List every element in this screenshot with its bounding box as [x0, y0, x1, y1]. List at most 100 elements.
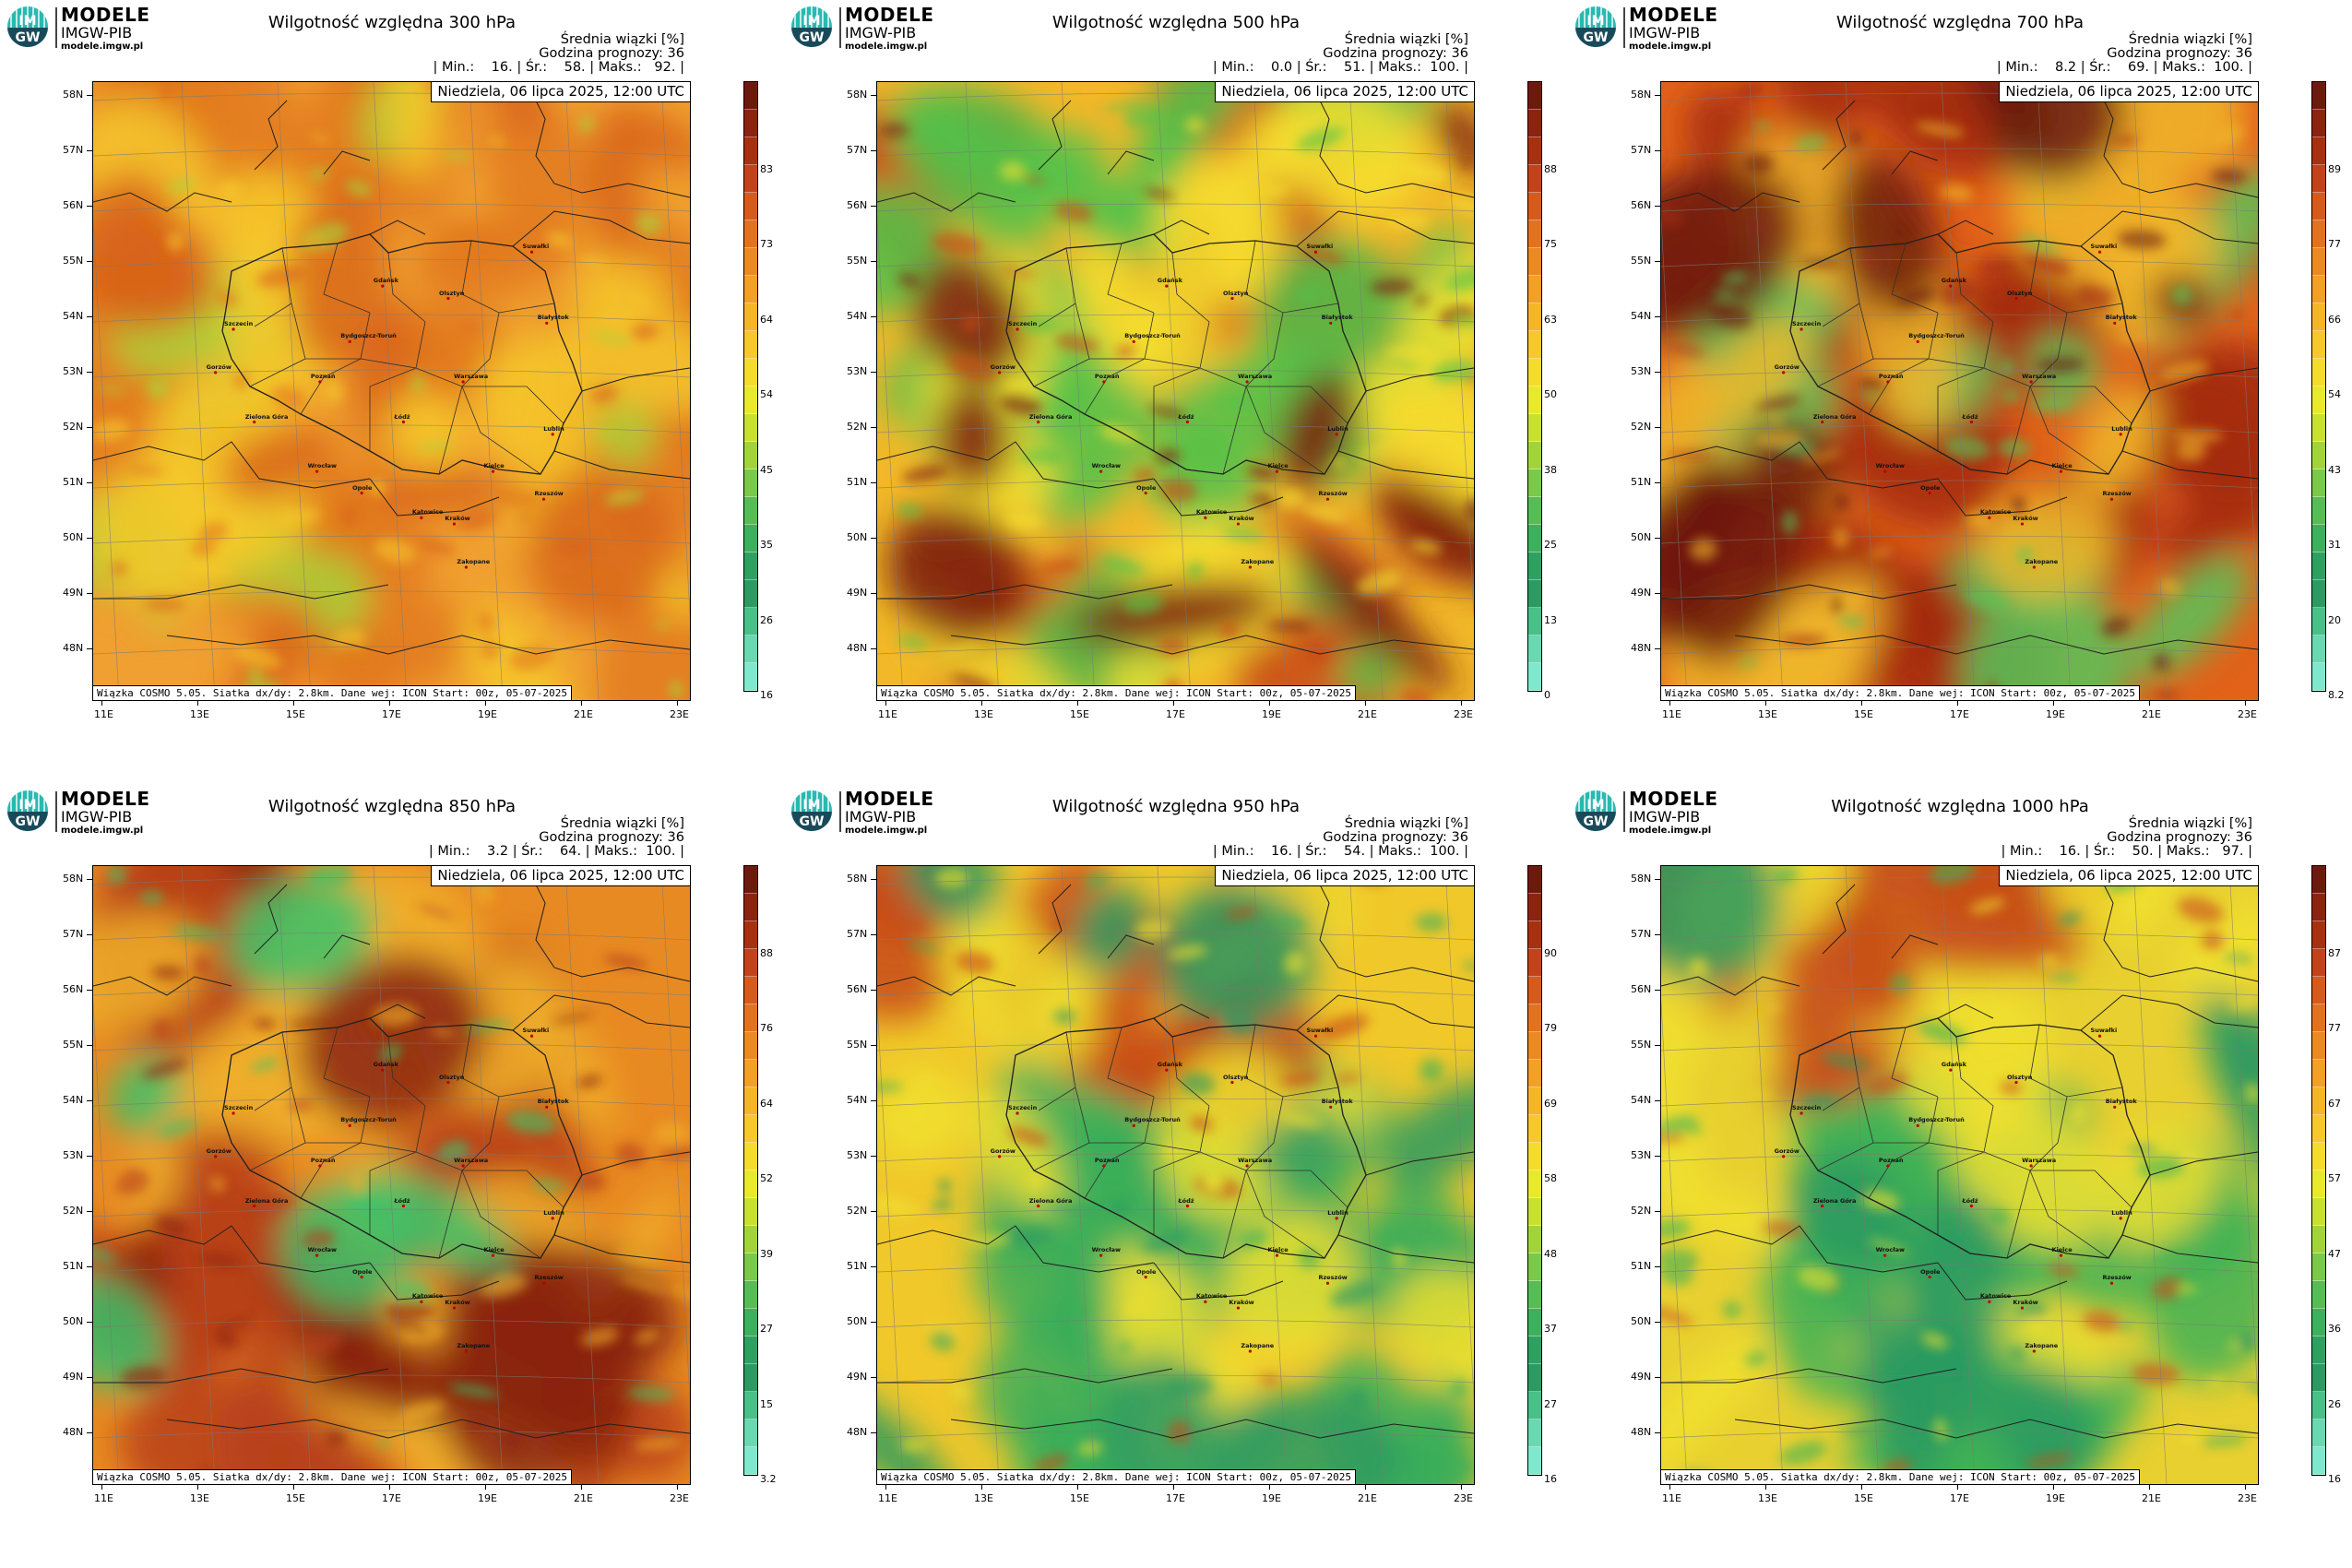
lon-label: 17E [1166, 708, 1185, 720]
humidity-map[interactable]: Gdańsk Olsztyn Suwałki Szczecin Bydgoszcz-To… [1660, 865, 2259, 1485]
city-label: Gorzów [206, 362, 232, 371]
panel-title: Wilgotność względna 700 hPa [1835, 13, 2085, 32]
humidity-map[interactable]: Gdańsk Olsztyn Suwałki Szczecin Bydgoszcz-To… [876, 81, 1475, 701]
city-label: Suwałki [2090, 1027, 2118, 1035]
colorbar-segment [2312, 110, 2325, 137]
lat-tick [87, 879, 92, 880]
lat-tick [87, 1211, 92, 1212]
svg-text:GW: GW [1584, 814, 1609, 829]
colorbar-segment [2312, 1226, 2325, 1253]
colorbar-tick: 16 [2328, 1473, 2341, 1485]
lat-label: 54N [63, 310, 84, 322]
city-label: Białystok [1321, 314, 1353, 322]
panel-title: Wilgotność względna 300 hPa [267, 13, 517, 32]
colorbar-segment [744, 580, 757, 608]
colorbar-segment [1528, 977, 1541, 1004]
colorbar-segment [1528, 663, 1541, 691]
lon-label: 11E [878, 708, 897, 720]
lon-label: 21E [2142, 708, 2161, 720]
city-label: Gdańsk [1941, 1061, 1966, 1069]
min-avg-max: | Min.: 16. | Śr.: 54. | Maks.: 100. | [1212, 844, 1468, 859]
colorbar-tick: 15 [760, 1397, 773, 1410]
lat-tick [871, 150, 876, 151]
lat-tick [871, 1432, 876, 1433]
lon-label: 21E [574, 708, 593, 720]
brand-url[interactable]: modele.imgw.pl [845, 42, 928, 52]
lon-tick [1669, 1484, 1670, 1490]
lat-tick [871, 261, 876, 262]
lon-label: 13E [1758, 708, 1777, 720]
lat-tick [871, 1100, 876, 1101]
lat-label: 56N [63, 199, 84, 211]
lat-tick [871, 990, 876, 991]
humidity-map[interactable]: Gdańsk Olsztyn Suwałki Szczecin Bydgoszcz-To… [876, 865, 1475, 1485]
colorbar-segment [744, 220, 757, 248]
colorbar-tick: 3.2 [760, 1473, 777, 1485]
colorbar-segment [744, 1447, 757, 1475]
lat-label: 56N [1631, 199, 1652, 211]
city-label: Bydgoszcz-Toruń [340, 332, 397, 340]
lat-tick [871, 1156, 876, 1157]
stats-title: Średnia wiązki [%] [560, 816, 684, 831]
lat-label: 56N [847, 983, 868, 995]
colorbar-segment [1528, 608, 1541, 636]
colorbar-segment [2312, 636, 2325, 663]
city-label: Białystok [1321, 1098, 1353, 1106]
city-label: Olsztyn [1222, 1073, 1249, 1081]
forecast-hour: Godzina prognozy: 36 [1323, 830, 1468, 845]
city-label: Opole [1136, 1267, 1157, 1276]
city-label: Rzeszów [2102, 490, 2132, 498]
lon-tick [1461, 1484, 1462, 1490]
city-label: Szczecin [224, 320, 254, 327]
lat-label: 49N [1631, 1371, 1652, 1383]
stats-title: Średnia wiązki [%] [2128, 32, 2252, 47]
brand-url[interactable]: modele.imgw.pl [1629, 826, 1712, 836]
lon-tick [1173, 1484, 1174, 1490]
svg-text:IM: IM [18, 14, 36, 29]
brand-url[interactable]: modele.imgw.pl [61, 826, 144, 836]
lat-label: 52N [63, 1205, 84, 1217]
colorbar-segment [744, 1364, 757, 1392]
brand-line1: MODELE [61, 4, 150, 26]
brand-url[interactable]: modele.imgw.pl [1629, 42, 1712, 52]
model-footer: Wiązka COSMO 5.05. Siatka dx/dy: 2.8km. … [93, 1469, 572, 1484]
lon-tick [1365, 1484, 1366, 1490]
colorbar-segment [1528, 193, 1541, 220]
lon-label: 23E [2238, 1492, 2257, 1504]
colorbar-tick: 79 [1544, 1022, 1557, 1035]
imgw-logo-icon: IMGW [791, 6, 832, 47]
lat-label: 58N [63, 89, 84, 101]
lat-label: 52N [847, 1205, 868, 1217]
svg-text:IM: IM [1586, 798, 1604, 813]
lat-tick [87, 95, 92, 96]
humidity-map[interactable]: Gdańsk Olsztyn Suwałki Szczecin Bydgoszcz-To… [1660, 81, 2259, 701]
colorbar-segment [2312, 1392, 2325, 1420]
humidity-map[interactable]: Gdańsk Olsztyn Suwałki Szczecin Bydgoszcz-To… [92, 865, 691, 1485]
lat-tick [1655, 538, 1660, 539]
city-label: Olsztyn [1222, 289, 1249, 297]
brand-url[interactable]: modele.imgw.pl [61, 42, 144, 52]
colorbar-segment [744, 1004, 757, 1032]
model-footer: Wiązka COSMO 5.05. Siatka dx/dy: 2.8km. … [1661, 1469, 2140, 1484]
lon-label: 21E [574, 1492, 593, 1504]
colorbar-tick: 27 [1544, 1397, 1557, 1410]
lon-tick [2149, 700, 2150, 706]
colorbar-segment [2312, 137, 2325, 165]
lat-tick [87, 150, 92, 151]
humidity-map[interactable]: Gdańsk Olsztyn Suwałki Szczecin Bydgoszcz-To… [92, 81, 691, 701]
lon-tick [981, 1484, 982, 1490]
city-label: Szczecin [1792, 1104, 1822, 1111]
lat-tick [1655, 1432, 1660, 1433]
stats-block: Średnia wiązki [%] Godzina prognozy: 36 | … [434, 33, 684, 75]
colorbar-segment [1528, 1309, 1541, 1336]
lon-tick [389, 700, 390, 706]
colorbar-segment [1528, 386, 1541, 414]
lat-tick [1655, 206, 1660, 207]
lon-tick [2245, 700, 2246, 706]
colorbar-tick: 38 [1544, 463, 1557, 476]
brand-url[interactable]: modele.imgw.pl [845, 826, 928, 836]
lon-label: 23E [670, 708, 689, 720]
colorbar-segment [2312, 1198, 2325, 1226]
min-avg-max: | Min.: 8.2 | Śr.: 69. | Maks.: 100. | [1996, 60, 2252, 75]
city-label: Kraków [445, 515, 470, 523]
